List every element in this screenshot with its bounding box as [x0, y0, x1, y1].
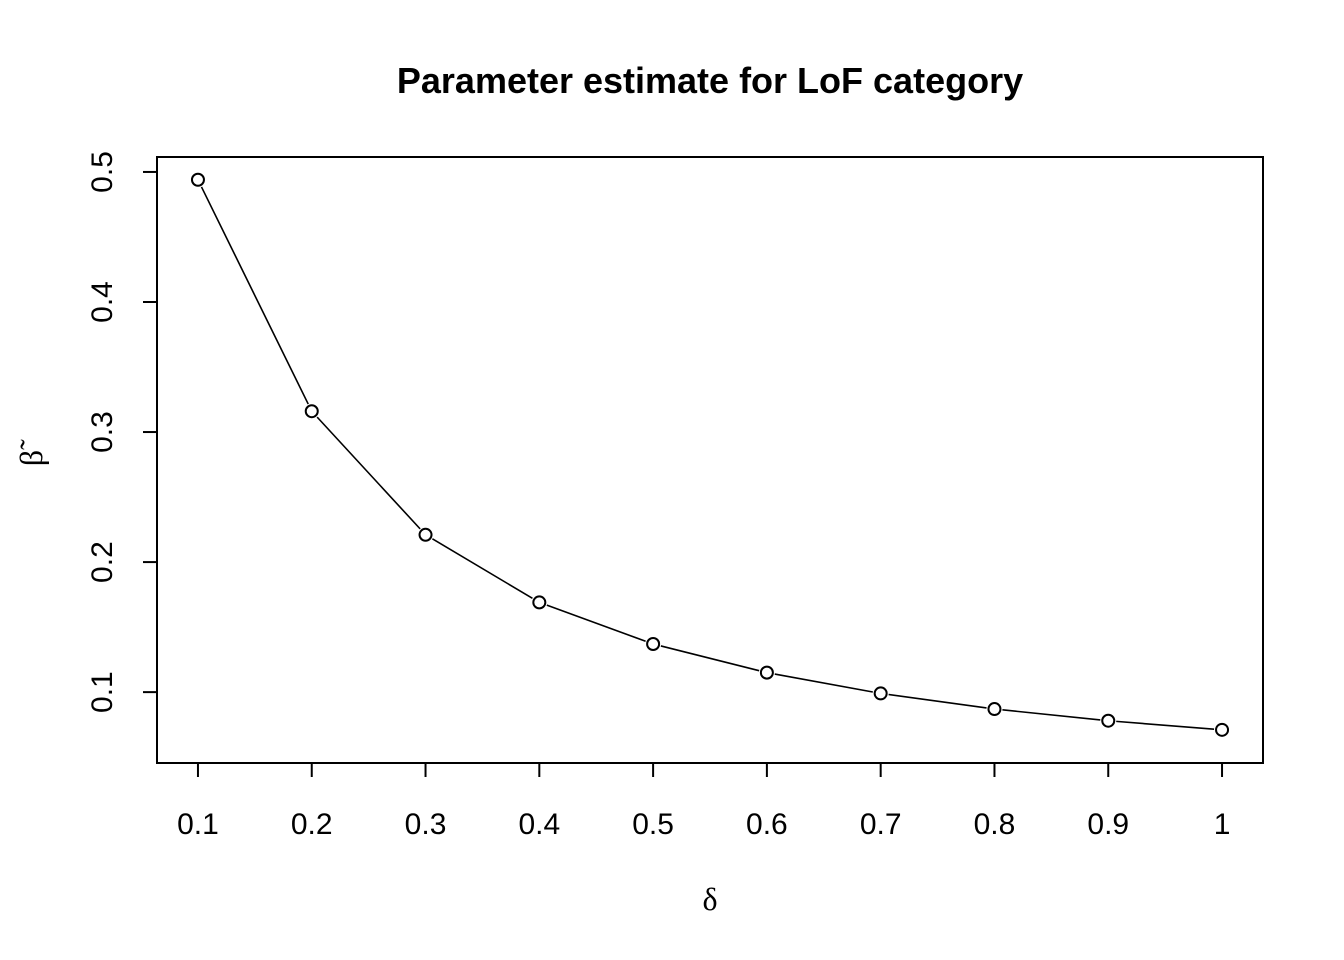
- data-point: [1215, 722, 1230, 737]
- y-tick-label: 0.4: [86, 281, 119, 323]
- data-point: [532, 595, 547, 610]
- x-tick-label: 0.7: [860, 808, 902, 841]
- x-tick-label: 0.9: [1087, 808, 1129, 841]
- x-tick-label: 1: [1214, 808, 1231, 841]
- x-tick-label: 0.4: [518, 808, 560, 841]
- x-tick-label: 0.8: [974, 808, 1016, 841]
- y-tick-label: 0.3: [86, 411, 119, 453]
- x-tick-label: 0.1: [177, 808, 219, 841]
- data-point: [987, 702, 1002, 717]
- y-axis: 0.1 0.2 0.3 0.4 0.5: [86, 151, 157, 713]
- y-tick-label: 0.2: [86, 541, 119, 583]
- plot-frame: [156, 156, 1264, 764]
- data-point: [418, 527, 433, 542]
- data-point: [190, 172, 205, 187]
- y-tick-label: 0.1: [86, 671, 119, 713]
- x-tick-label: 0.3: [405, 808, 447, 841]
- data-points: [190, 172, 1230, 737]
- data-point: [646, 637, 661, 652]
- y-tick-label: 0.5: [86, 151, 119, 193]
- data-point: [873, 686, 888, 701]
- x-axis-label: δ: [702, 881, 717, 917]
- x-axis: 0.1 0.2 0.3 0.4 0.5 0.6 0.7 0.8 0.9 1: [177, 763, 1230, 841]
- chart-title: Parameter estimate for LoF category: [397, 60, 1023, 101]
- x-tick-label: 0.6: [746, 808, 788, 841]
- data-point: [759, 665, 774, 680]
- data-point: [304, 404, 319, 419]
- y-axis-label: β̃: [13, 439, 49, 466]
- x-tick-label: 0.2: [291, 808, 333, 841]
- data-point: [1101, 713, 1116, 728]
- x-tick-label: 0.5: [632, 808, 674, 841]
- series-line: [200, 186, 1215, 730]
